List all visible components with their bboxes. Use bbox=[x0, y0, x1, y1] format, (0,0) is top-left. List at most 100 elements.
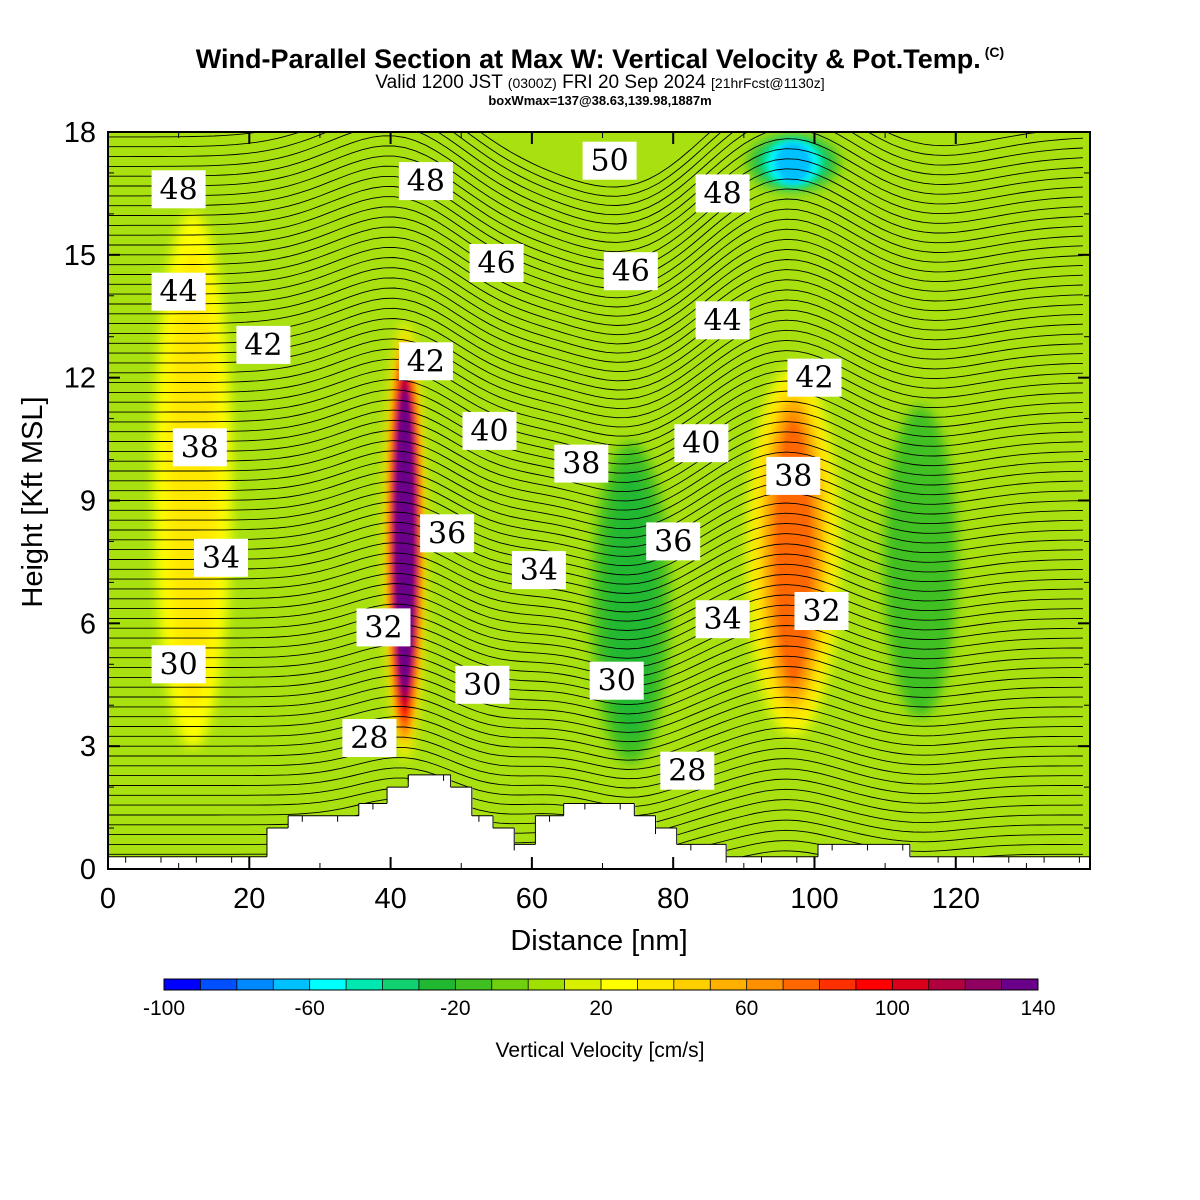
theta-contour bbox=[108, 135, 1083, 234]
terrain-block bbox=[408, 774, 452, 869]
theta-contour bbox=[108, 358, 1083, 437]
theta-label-box bbox=[342, 719, 397, 757]
colorbar-swatch bbox=[1001, 979, 1039, 990]
colorbar-tick-label: -60 bbox=[294, 997, 324, 1020]
velocity-band bbox=[166, 251, 219, 709]
theta-contour bbox=[108, 521, 1083, 585]
colorbar-swatch bbox=[564, 979, 602, 990]
terrain-block bbox=[818, 844, 911, 869]
theta-label-box bbox=[582, 141, 637, 180]
colorbar-swatch bbox=[965, 979, 1003, 990]
y-tick-label: 15 bbox=[64, 240, 96, 272]
theta-label: 30 bbox=[151, 645, 206, 684]
colorbar-swatch bbox=[309, 979, 347, 990]
theta-contour bbox=[108, 216, 1083, 308]
theta-label-text: 38 bbox=[774, 459, 812, 494]
terrain-block bbox=[108, 856, 268, 869]
theta-contour bbox=[108, 695, 1083, 743]
theta-contour bbox=[108, 583, 1083, 641]
theta-contour bbox=[108, 726, 1083, 770]
colorbar-swatch bbox=[273, 979, 311, 990]
theta-contour bbox=[108, 470, 1083, 539]
plot-area: 48 48 50 48 46 46 44 44 42 42 42 40 40 38 38 38 36 36 34 34… bbox=[108, 132, 1090, 869]
theta-contour bbox=[108, 480, 1083, 548]
theta-contour bbox=[108, 257, 1083, 345]
theta-label-text: 50 bbox=[591, 144, 629, 179]
theta-contour bbox=[108, 440, 1083, 511]
theta-label: 30 bbox=[455, 665, 510, 704]
colorbar-swatch bbox=[892, 979, 930, 990]
theta-contour bbox=[108, 196, 1083, 290]
theta-label: 46 bbox=[603, 252, 658, 291]
theta-label-box bbox=[646, 522, 701, 561]
theta-contour bbox=[108, 175, 1083, 271]
theta-label-box bbox=[194, 538, 248, 577]
theta-label: 42 bbox=[787, 358, 842, 397]
x-tick-label: 0 bbox=[100, 883, 116, 915]
theta-contour bbox=[108, 542, 1083, 604]
terrain-block bbox=[655, 828, 678, 869]
theta-label: 42 bbox=[398, 342, 453, 381]
theta-label-text: 36 bbox=[428, 516, 466, 551]
terrain bbox=[108, 774, 1090, 869]
theta-label-box bbox=[236, 325, 291, 364]
box-info: boxWmax=137@38.63,139.98,1887m bbox=[488, 93, 712, 108]
theta-contour bbox=[108, 267, 1083, 354]
theta-label-text: 34 bbox=[704, 602, 742, 637]
theta-contour bbox=[108, 145, 1083, 243]
colorbar-frame bbox=[163, 978, 1039, 991]
theta-contour bbox=[108, 460, 1083, 530]
theta-contour bbox=[108, 186, 1083, 280]
terrain-block bbox=[726, 856, 819, 869]
theta-label-text: 34 bbox=[520, 553, 558, 588]
theta-contour bbox=[108, 746, 1083, 789]
theta-label: 36 bbox=[420, 514, 475, 553]
theta-label: 34 bbox=[511, 551, 566, 590]
theta-label-box bbox=[589, 661, 644, 700]
terrain-block bbox=[387, 787, 410, 869]
colorbar-swatch bbox=[637, 979, 675, 990]
theta-label: 34 bbox=[194, 538, 248, 577]
forecast-info: [21hrFcst@1130z] bbox=[711, 75, 825, 91]
theta-contour bbox=[108, 132, 1083, 197]
theta-label-box bbox=[603, 252, 658, 291]
theta-contour bbox=[108, 491, 1083, 557]
theta-contour bbox=[108, 277, 1083, 363]
theta-label-box bbox=[511, 551, 566, 590]
y-tick-label: 3 bbox=[80, 731, 96, 763]
terrain-block bbox=[358, 803, 388, 869]
theta-label: 40 bbox=[462, 411, 517, 450]
theta-contour bbox=[108, 531, 1083, 594]
theta-label-text: 48 bbox=[407, 164, 445, 199]
theta-label: 50 bbox=[582, 141, 637, 180]
chart-title: Wind-Parallel Section at Max W: Vertical… bbox=[0, 44, 1200, 75]
x-tick-label: 120 bbox=[932, 883, 980, 915]
theta-contour bbox=[108, 511, 1083, 576]
theta-contour bbox=[108, 736, 1083, 780]
theta-label: 44 bbox=[695, 301, 750, 340]
theta-label-text: 48 bbox=[704, 176, 742, 211]
terrain-block bbox=[535, 815, 565, 869]
colorbar-tick-label: 60 bbox=[735, 997, 758, 1020]
theta-label-box bbox=[695, 174, 750, 213]
theta-contour bbox=[108, 767, 1083, 808]
colorbar-swatch bbox=[200, 979, 238, 990]
theta-label-text: 32 bbox=[802, 594, 840, 629]
theta-contour bbox=[108, 757, 1083, 798]
colorbar-tick-label: -20 bbox=[440, 997, 470, 1020]
theta-label-text: 44 bbox=[704, 303, 742, 338]
theta-label-text: 30 bbox=[598, 664, 636, 699]
theta-label-box bbox=[398, 162, 453, 201]
theta-label-text: 30 bbox=[160, 647, 198, 682]
theta-label-text: 30 bbox=[463, 668, 501, 703]
theta-contour bbox=[108, 716, 1083, 761]
colorbar-tick-label: -100 bbox=[143, 997, 185, 1020]
theta-contour bbox=[108, 664, 1083, 715]
theta-contour bbox=[108, 572, 1083, 631]
theta-contour-labels: 48 48 50 48 46 46 44 44 42 42 42 40 40 38 38 38 36 36 34 34… bbox=[151, 141, 849, 790]
theta-contour bbox=[108, 593, 1083, 650]
theta-label-box bbox=[554, 444, 609, 483]
theta-label-text: 42 bbox=[407, 344, 445, 379]
colorbar-swatch bbox=[601, 979, 638, 990]
theta-label-box bbox=[787, 358, 842, 397]
